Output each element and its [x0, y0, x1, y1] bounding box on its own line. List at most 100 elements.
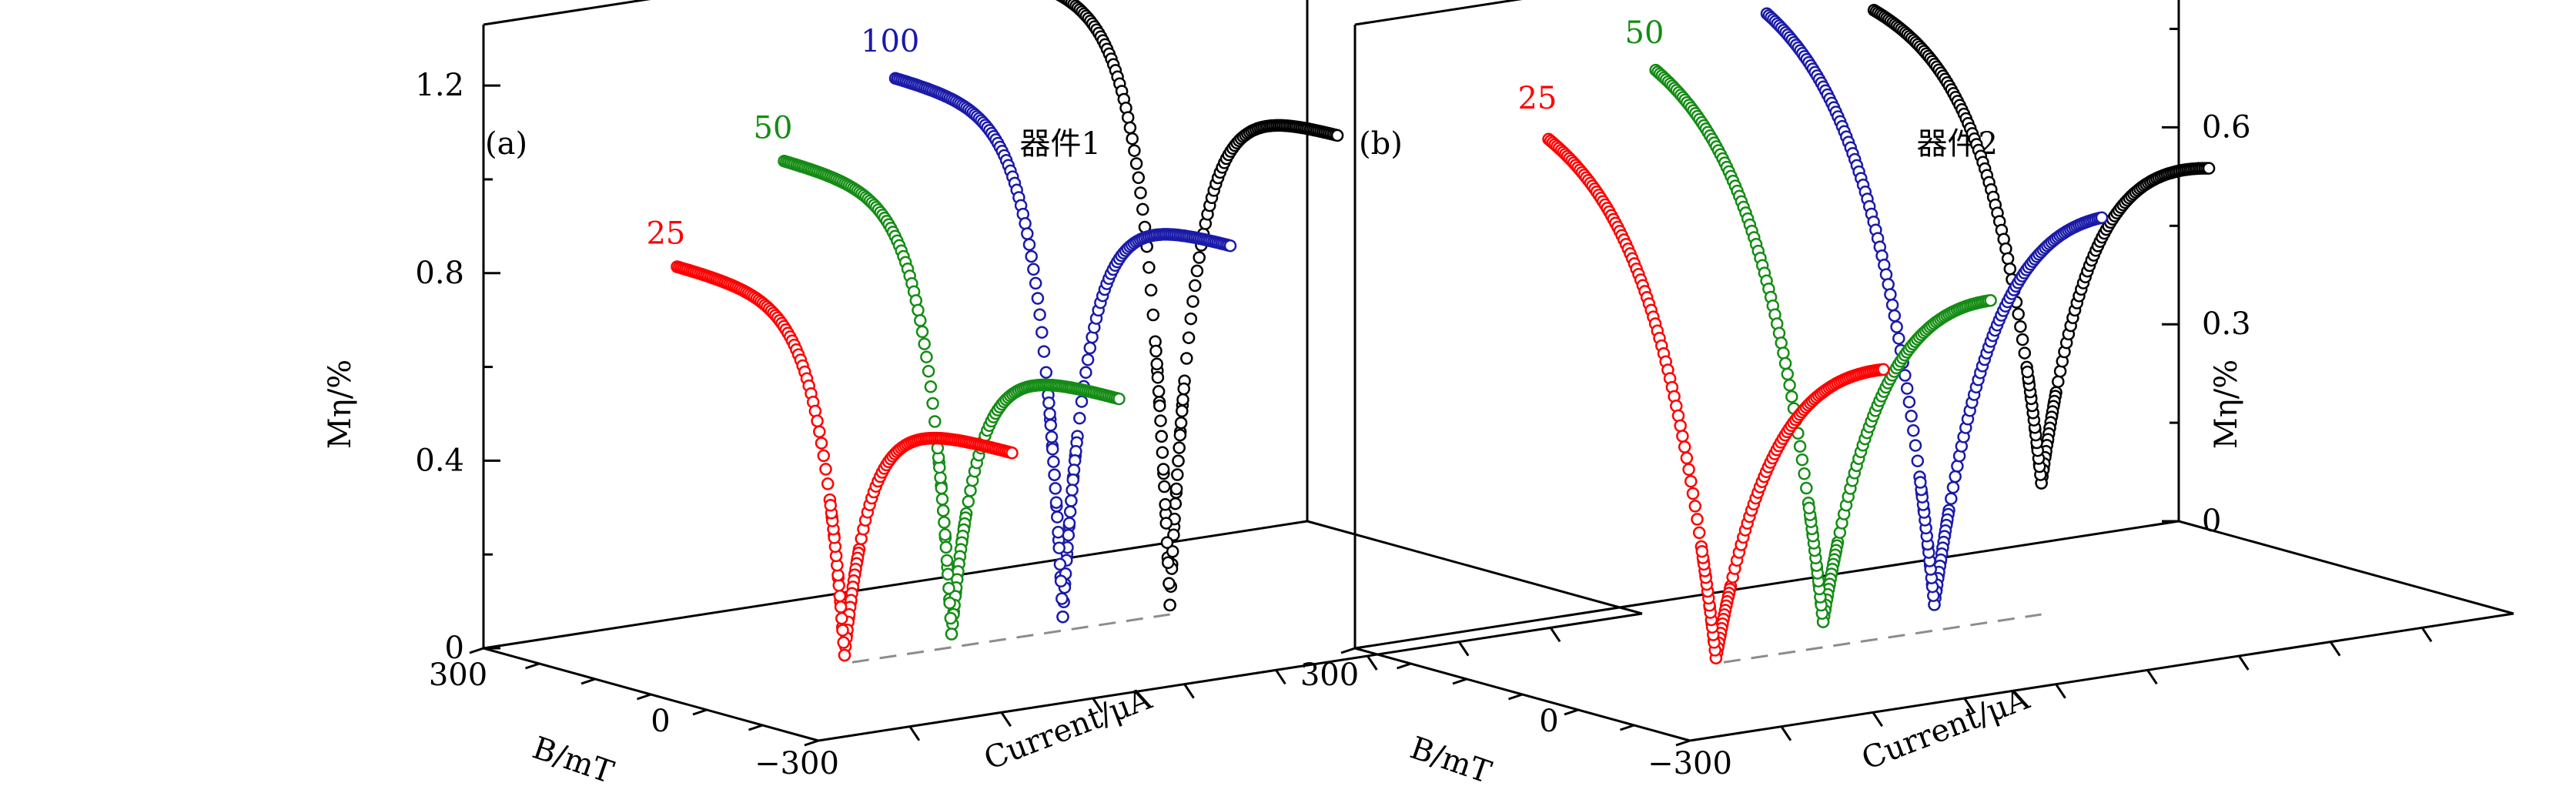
- data-point: [1778, 356, 1792, 370]
- data-point: [2016, 333, 2029, 346]
- data-point: [1159, 498, 1172, 511]
- current-axis-line: [1689, 612, 2514, 742]
- data-point: [962, 495, 975, 508]
- data-point: [938, 516, 951, 529]
- series-200: 200 μA: [1055, 0, 1344, 612]
- series-label: 25: [1517, 81, 1557, 116]
- panel-label: (a): [485, 126, 527, 162]
- data-point: [924, 380, 938, 393]
- side-bottom-edge: [2178, 520, 2514, 615]
- data-point: [1671, 409, 1685, 423]
- data-point: [1158, 480, 1171, 494]
- data-point: [1692, 526, 1706, 540]
- data-point: [944, 611, 958, 625]
- z-tick-label: 0: [445, 631, 464, 666]
- current-tick: [1780, 725, 1792, 741]
- data-point: [1025, 249, 1038, 263]
- b-tick: [748, 724, 763, 731]
- data-point: [1914, 476, 1927, 489]
- data-point: [941, 567, 955, 581]
- data-point: [1885, 298, 1899, 312]
- b-tick: [1564, 708, 1579, 716]
- data-point: [1159, 517, 1173, 530]
- data-point: [1905, 410, 1918, 423]
- z-tick-label: 0.4: [415, 443, 464, 478]
- b-tick: [1620, 724, 1634, 731]
- data-point: [1223, 239, 1237, 253]
- b-tick: [1340, 647, 1356, 654]
- data-point: [1160, 536, 1174, 549]
- zero-field-guide: [1723, 613, 2042, 664]
- series-label: 50: [1625, 15, 1664, 51]
- current-tick: [2329, 641, 2341, 657]
- data-point: [1182, 331, 1196, 344]
- data-point: [1169, 482, 1183, 496]
- data-point: [1021, 227, 1034, 240]
- data-point: [1073, 411, 1086, 425]
- data-point: [1882, 278, 1895, 291]
- current-tick: [2420, 627, 2433, 643]
- data-point: [1892, 332, 1905, 345]
- data-point: [1674, 419, 1687, 433]
- data-point: [1048, 468, 1061, 481]
- series-label: 25: [646, 216, 685, 251]
- data-point: [1172, 454, 1185, 467]
- data-point: [1051, 510, 1064, 524]
- z-tick-label: 0.6: [2202, 109, 2251, 145]
- data-point: [2018, 346, 2032, 360]
- data-point: [1781, 367, 1795, 381]
- b-tick-label: −300: [1648, 746, 1732, 781]
- data-point: [1949, 470, 1962, 483]
- back-top-edge: [483, 0, 651, 26]
- data-point: [1031, 292, 1045, 305]
- data-point: [1033, 308, 1046, 321]
- data-point: [1035, 326, 1049, 339]
- data-point: [1152, 385, 1166, 398]
- data-point: [832, 579, 845, 592]
- data-point: [2003, 262, 2017, 276]
- current-tick: [1367, 655, 1378, 671]
- data-point: [1043, 407, 1056, 420]
- data-point: [1044, 418, 1058, 432]
- data-point: [1691, 513, 1704, 526]
- data-point: [2014, 320, 2027, 333]
- data-point: [1144, 283, 1158, 297]
- data-point: [1680, 451, 1694, 465]
- data-point: [1045, 443, 1059, 456]
- b-tick: [1508, 693, 1523, 701]
- current-tick: [2238, 655, 2250, 671]
- data-point: [2001, 252, 2015, 266]
- data-point: [939, 540, 953, 554]
- b-tick-label: 0: [651, 704, 670, 739]
- data-point: [912, 303, 925, 317]
- data-point: [837, 636, 850, 649]
- data-point: [835, 611, 848, 625]
- data-point: [1123, 121, 1137, 135]
- data-point: [1173, 441, 1186, 454]
- data-point: [1081, 353, 1095, 366]
- data-point: [1180, 352, 1193, 365]
- data-point: [942, 581, 955, 595]
- data-point: [1188, 279, 1202, 293]
- data-point: [1695, 544, 1709, 558]
- b-axis-label: B/mT: [528, 730, 618, 791]
- current-tick: [1092, 698, 1103, 713]
- z-axis-label: Mη/%: [2209, 360, 2244, 449]
- data-point: [1052, 541, 1066, 554]
- data-point: [813, 425, 826, 438]
- data-point: [1054, 574, 1068, 588]
- data-point: [1134, 186, 1147, 199]
- back-bottom-edge: [1354, 520, 2180, 650]
- series-50: 50: [754, 110, 1126, 641]
- data-point: [1785, 390, 1798, 403]
- data-point: [1193, 251, 1206, 264]
- data-point: [940, 554, 954, 567]
- data-point: [1330, 129, 1344, 142]
- b-axis-label: B/mT: [1406, 730, 1496, 791]
- b-tick-label: 300: [429, 657, 487, 693]
- data-point: [1142, 261, 1156, 274]
- data-point: [1146, 308, 1160, 322]
- data-point: [2202, 162, 2216, 175]
- data-point: [1066, 473, 1080, 487]
- data-point: [1042, 396, 1055, 410]
